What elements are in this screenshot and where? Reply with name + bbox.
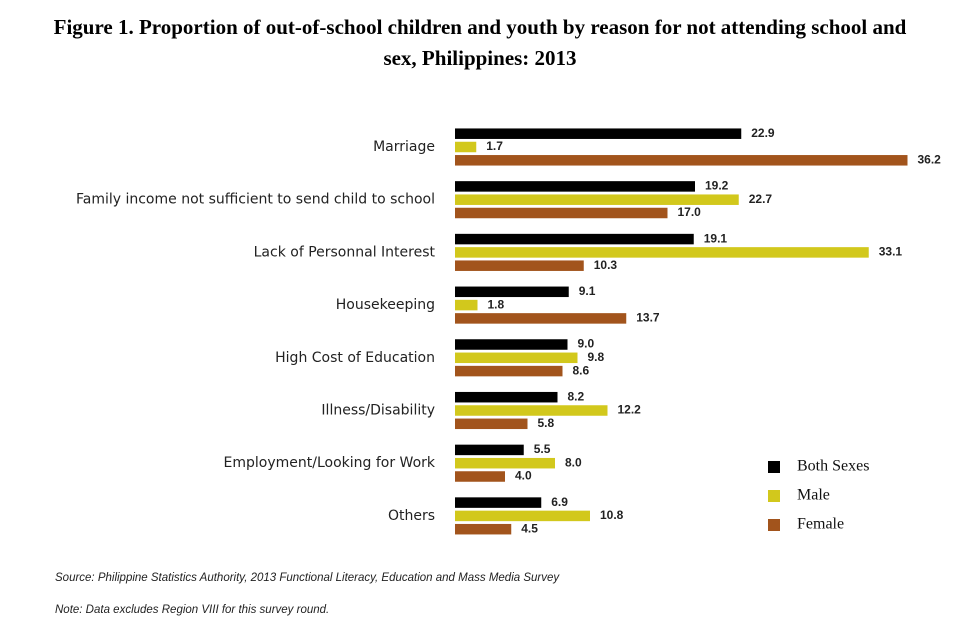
- value-label: 1.8: [488, 297, 505, 311]
- legend-swatch: [768, 461, 780, 473]
- bar: [455, 233, 694, 245]
- value-label: 36.2: [918, 152, 942, 166]
- bar: [455, 299, 478, 311]
- value-label: 6.9: [551, 495, 568, 509]
- bar: [455, 313, 627, 324]
- category-label: Lack of Personnal Interest: [254, 244, 436, 260]
- value-label: 9.0: [578, 337, 595, 351]
- bar: [455, 365, 563, 377]
- legend-swatch: [768, 490, 780, 502]
- legend-swatch: [768, 519, 780, 531]
- category-label: Marriage: [373, 139, 435, 155]
- legend-label: Male: [797, 487, 830, 504]
- value-label: 4.0: [515, 469, 532, 483]
- bar: [455, 207, 668, 219]
- bar: [455, 391, 558, 403]
- bar: [455, 181, 695, 192]
- bar: [455, 339, 568, 350]
- bar: [455, 155, 908, 166]
- value-label: 5.8: [538, 416, 555, 430]
- bar: [455, 418, 528, 430]
- category-label: Housekeeping: [336, 297, 435, 313]
- category-label: Illness/Disability: [321, 403, 435, 419]
- value-label: 5.5: [534, 442, 551, 456]
- value-label: 19.2: [705, 179, 729, 193]
- bar: [455, 247, 869, 258]
- value-label: 10.3: [594, 258, 618, 272]
- legend-label: Both Sexes: [797, 458, 869, 475]
- value-label: 1.7: [486, 139, 503, 153]
- bar: [455, 523, 512, 535]
- value-label: 19.1: [704, 231, 728, 245]
- bar: [455, 510, 590, 522]
- bar: [455, 128, 742, 139]
- value-label: 9.8: [588, 350, 605, 364]
- bar: [455, 444, 524, 456]
- category-label: Employment/Looking for Work: [224, 455, 436, 471]
- bar: [455, 497, 542, 508]
- value-label: 22.7: [749, 192, 773, 206]
- value-label: 10.8: [600, 508, 624, 522]
- chart-title: Figure 1. Proportion of out-of-school ch…: [53, 15, 907, 70]
- value-label: 13.7: [636, 311, 660, 325]
- note: Note: Data excludes Region VIII for this…: [55, 604, 329, 616]
- source: Source: Philippine Statistics Authority,…: [55, 572, 560, 584]
- bar: [455, 471, 505, 482]
- bar: [455, 260, 584, 271]
- category-label: High Cost of Education: [275, 350, 435, 366]
- legend-label: Female: [797, 516, 844, 533]
- value-label: 4.5: [521, 521, 538, 535]
- bar: [455, 457, 555, 469]
- bar: [455, 352, 578, 364]
- bar: [455, 405, 608, 416]
- value-label: 22.9: [751, 126, 775, 140]
- value-label: 12.2: [618, 403, 642, 417]
- value-label: 8.2: [568, 389, 585, 403]
- value-label: 8.0: [565, 455, 582, 469]
- value-label: 33.1: [879, 245, 903, 259]
- bar: [455, 194, 739, 205]
- bar: [455, 286, 569, 298]
- value-label: 9.1: [579, 284, 596, 298]
- value-label: 17.0: [678, 205, 702, 219]
- bar: [455, 141, 477, 153]
- category-label: Family income not sufficient to send chi…: [76, 192, 435, 208]
- value-label: 8.6: [573, 363, 590, 377]
- category-label: Others: [388, 508, 435, 524]
